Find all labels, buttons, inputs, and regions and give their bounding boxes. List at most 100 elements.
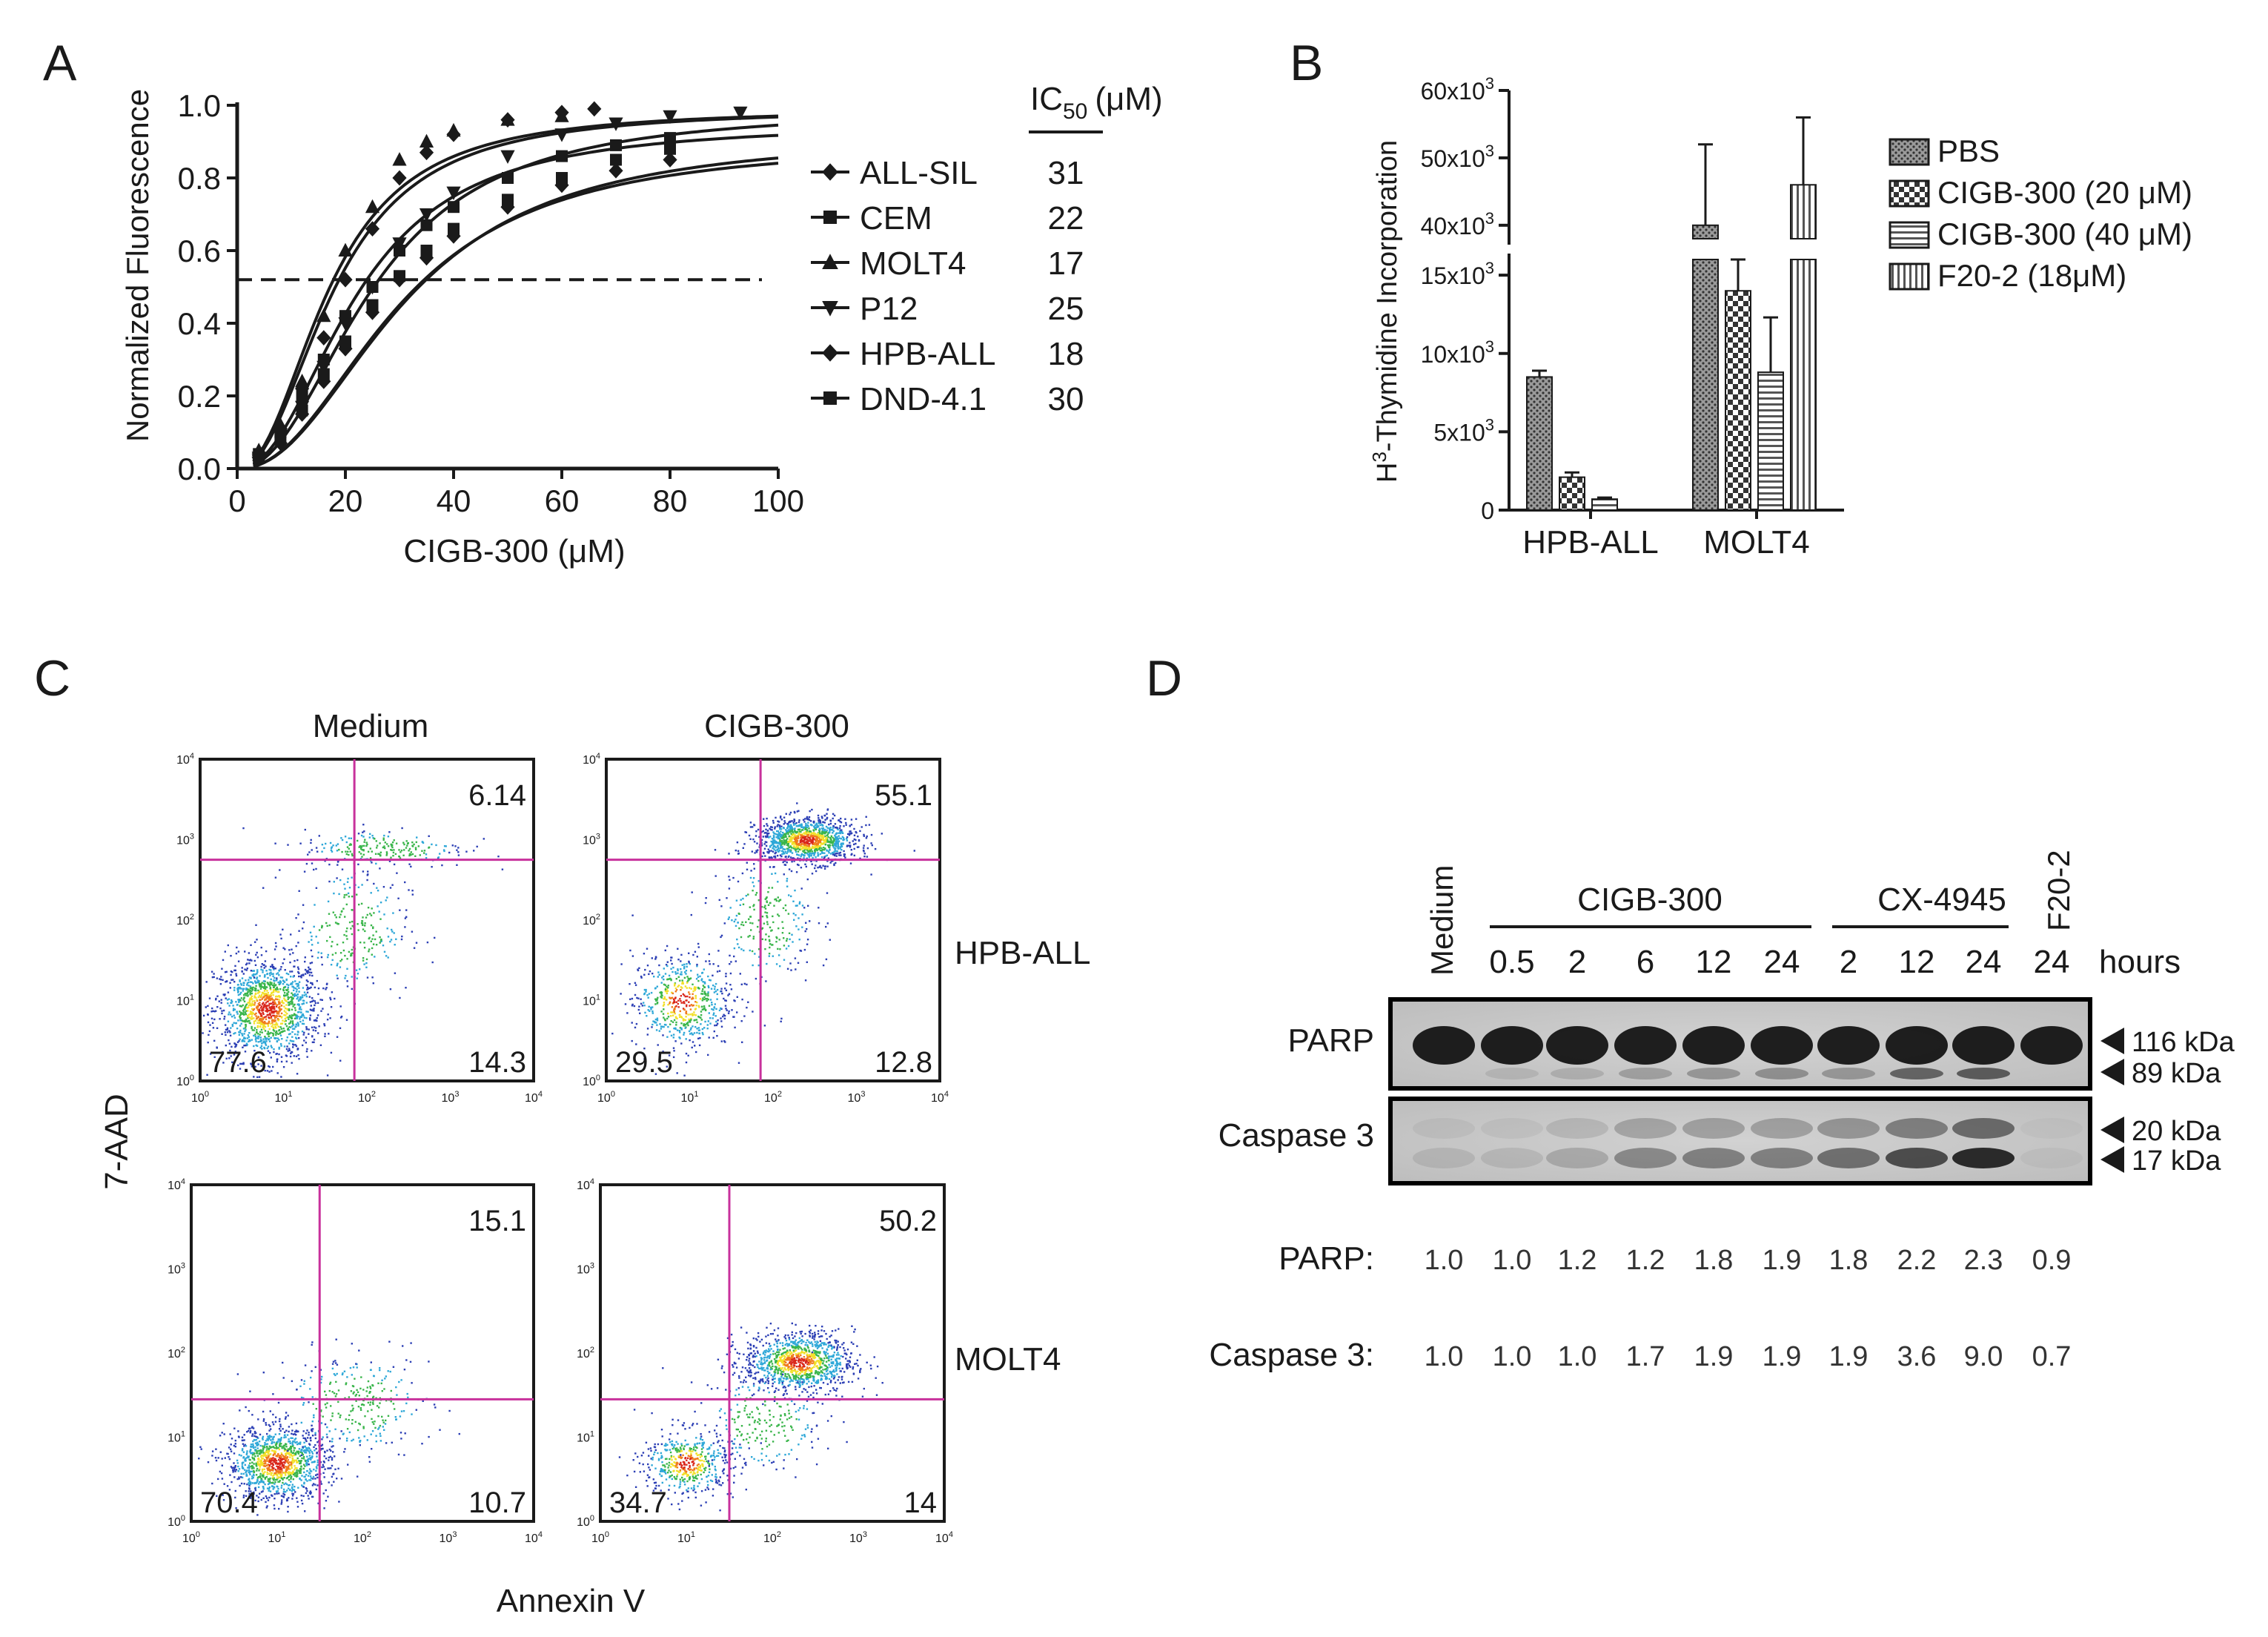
- facs-event: [703, 981, 706, 983]
- facs-event: [815, 860, 818, 862]
- panel-a-point-hpb-all: [419, 145, 434, 161]
- facs-event: [834, 842, 837, 845]
- facs-event: [818, 847, 821, 849]
- facs-event: [261, 1457, 263, 1460]
- facs-event: [803, 839, 806, 841]
- facs-event: [655, 1022, 657, 1024]
- facs-event: [336, 864, 339, 866]
- facs-event: [685, 1052, 688, 1055]
- facs-event: [295, 1055, 298, 1057]
- facs-event: [798, 830, 800, 833]
- facs-event: [209, 1024, 211, 1026]
- facs-event: [688, 952, 690, 954]
- facs-event: [227, 1002, 229, 1005]
- facs-event: [667, 1004, 669, 1006]
- facs-event: [305, 970, 308, 972]
- facs-event: [819, 820, 821, 822]
- facs-event: [259, 1046, 262, 1049]
- facs-event: [713, 1012, 715, 1014]
- facs-event: [280, 1028, 283, 1030]
- panel-b-bar: [1692, 259, 1719, 511]
- facs-event: [304, 960, 306, 963]
- facs-event: [840, 843, 843, 845]
- facs-event: [278, 1015, 280, 1017]
- facs-event: [250, 1449, 252, 1451]
- facs-event: [663, 1016, 665, 1019]
- facs-event: [764, 905, 766, 907]
- facs-event: [401, 935, 403, 938]
- facs-event: [795, 849, 797, 852]
- facs-event: [862, 849, 865, 852]
- facs-event: [321, 844, 324, 846]
- facs-event: [817, 814, 820, 817]
- facs-event: [655, 999, 657, 1002]
- facs-event: [291, 1455, 294, 1458]
- panel-a-legend-marker-dnd-4.1: [823, 391, 837, 405]
- facs-event: [419, 854, 421, 856]
- facs-event: [256, 970, 259, 973]
- facs-y-tick-label: 102: [176, 913, 194, 927]
- facs-event: [783, 836, 786, 839]
- facs-event: [298, 890, 300, 892]
- facs-event: [689, 978, 692, 980]
- facs-event: [279, 1472, 281, 1475]
- facs-event: [272, 993, 274, 996]
- facs-event: [259, 1019, 261, 1021]
- panel-a-legend-molt4: MOLT4: [860, 245, 966, 282]
- facs-event: [662, 1005, 665, 1007]
- panel-a-legend-marker-hpb-all: [822, 344, 838, 362]
- facs-event: [300, 1011, 302, 1013]
- facs-event: [822, 864, 824, 867]
- facs-event: [803, 833, 806, 835]
- panel-a-legend-dnd-4.1: DND-4.1: [860, 381, 987, 417]
- facs-event: [220, 1002, 222, 1004]
- facs-event: [242, 1451, 245, 1453]
- facs-event: [789, 830, 792, 832]
- facs-event: [811, 842, 814, 844]
- facs-event: [737, 1062, 740, 1064]
- facs-event: [283, 1435, 286, 1437]
- facs-event: [825, 831, 828, 833]
- facs-event: [823, 830, 826, 832]
- facs-event: [274, 1450, 276, 1452]
- facs-event: [691, 891, 693, 893]
- facs-event: [340, 837, 342, 839]
- facs-event: [772, 835, 775, 837]
- facs-event: [704, 1009, 707, 1011]
- facs-event: [803, 857, 805, 859]
- facs-event: [694, 989, 696, 991]
- facs-event: [752, 877, 755, 879]
- facs-event: [266, 1033, 268, 1035]
- facs-event: [692, 1014, 694, 1016]
- facs-event: [331, 1464, 334, 1467]
- facs-event: [758, 956, 760, 958]
- facs-event: [309, 1443, 311, 1446]
- facs-event: [408, 854, 411, 857]
- facs-event: [768, 832, 770, 835]
- facs-event: [818, 839, 820, 842]
- facs-event: [645, 991, 647, 993]
- facs-event: [268, 1466, 270, 1469]
- facs-event: [288, 1438, 290, 1441]
- facs-event: [765, 980, 767, 982]
- facs-event: [298, 981, 301, 983]
- facs-event: [344, 977, 346, 979]
- facs-event: [224, 971, 227, 973]
- facs-event: [299, 1441, 302, 1443]
- facs-event: [399, 857, 402, 859]
- facs-event: [762, 836, 764, 838]
- facs-event: [279, 1034, 282, 1036]
- facs-event: [292, 1028, 294, 1030]
- facs-event: [811, 847, 813, 850]
- facs-event: [808, 816, 811, 818]
- facs-event: [325, 1458, 328, 1460]
- facs-event: [781, 921, 783, 923]
- facs-event: [274, 1447, 276, 1449]
- facs-event: [213, 973, 215, 975]
- facs-event: [666, 1036, 669, 1038]
- facs-event: [242, 1013, 245, 1016]
- facs-event: [243, 1439, 245, 1441]
- facs-event: [640, 998, 642, 1000]
- facs-event: [267, 1483, 270, 1486]
- facs-event: [806, 827, 809, 829]
